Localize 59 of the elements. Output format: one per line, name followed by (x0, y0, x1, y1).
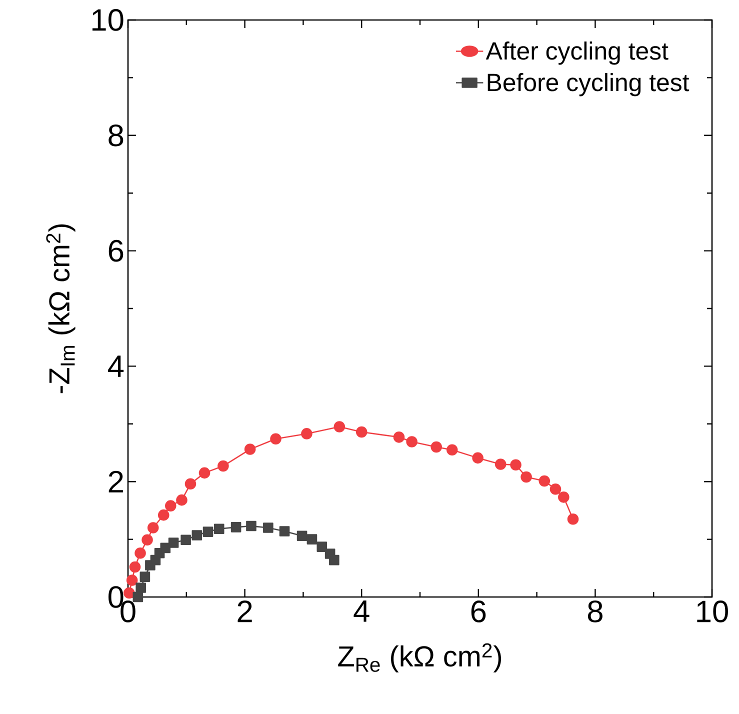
point (306, 534, 318, 544)
point (446, 444, 458, 456)
x-tick-label: 10 (697, 600, 728, 622)
point (558, 492, 570, 503)
point (176, 494, 188, 506)
point (246, 520, 256, 532)
point (494, 458, 506, 470)
point (184, 478, 196, 490)
point (126, 574, 138, 586)
point (140, 572, 150, 582)
point (147, 522, 159, 534)
point (510, 459, 522, 471)
x-tick-label: 2 (238, 600, 252, 622)
legend-label: Before cycling test (488, 73, 690, 96)
point (538, 475, 550, 487)
x-tick-label: 8 (588, 600, 602, 622)
x-axis-title: Z$_{Re}$ (kΩ cm$^{2}$) (338, 643, 502, 672)
point (168, 538, 179, 548)
point (230, 522, 242, 532)
point (550, 483, 562, 495)
point (202, 526, 214, 537)
point (356, 426, 368, 438)
x-tick-label: 4 (354, 600, 370, 622)
point (296, 530, 308, 541)
point (198, 467, 210, 479)
y-tick-label: 4 (108, 356, 124, 377)
point (263, 522, 274, 533)
point (160, 542, 171, 554)
point (158, 509, 170, 521)
point (430, 441, 442, 453)
y-axis-title: -Z$_{Im}$ (kΩ cm$^{2}$) (46, 224, 76, 394)
point (279, 526, 290, 536)
point (164, 500, 176, 512)
point (567, 513, 579, 525)
point (520, 471, 532, 483)
point (472, 452, 484, 464)
point (244, 444, 256, 455)
legend-label: After cycling test (486, 41, 668, 65)
point (134, 547, 146, 559)
point (334, 421, 346, 432)
point (393, 432, 405, 443)
point (406, 436, 418, 448)
point (218, 460, 229, 472)
point (301, 428, 312, 440)
y-tick-label: 8 (108, 124, 124, 146)
y-tick-label: 2 (108, 470, 123, 492)
x-tick-label: 6 (471, 600, 486, 622)
y-tick-label: 10 (92, 9, 124, 31)
point (129, 561, 141, 573)
point (142, 534, 153, 546)
point (316, 542, 328, 552)
point (136, 582, 146, 593)
point (180, 534, 191, 546)
point (124, 587, 135, 599)
point (192, 530, 202, 540)
point (270, 433, 282, 445)
point (329, 554, 340, 566)
y-tick-label: 6 (108, 240, 124, 262)
point (214, 524, 224, 534)
